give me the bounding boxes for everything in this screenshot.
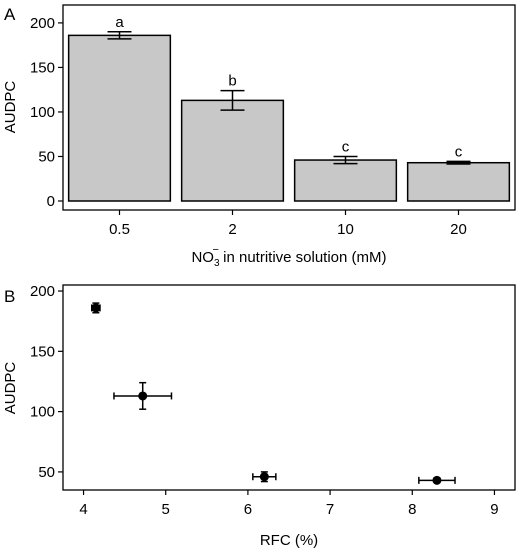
data-point [138, 391, 148, 401]
y-tick-label: 200 [30, 15, 55, 32]
x-tick-label: 8 [408, 501, 416, 518]
x-tick-label: 6 [244, 501, 252, 518]
panel-b-x-axis: 4 5 6 7 8 9 [79, 490, 499, 518]
panel-b-x-axis-title: RFC (%) [260, 532, 318, 549]
x-tick-label: 10 [337, 221, 354, 238]
panel-a-x-axis: 0.5 2 10 20 [109, 210, 467, 238]
x-axis-title-main: NO [191, 249, 214, 266]
x-tick-label: 20 [450, 221, 467, 238]
panel-b-y-axis-title: AUDPC [2, 362, 19, 415]
x-axis-title-superscript: − [213, 244, 219, 256]
y-tick-label: 100 [30, 104, 55, 121]
y-tick-label: 50 [38, 148, 55, 165]
significance-label: c [342, 138, 350, 155]
panel-b-y-axis: 50 100 150 200 [30, 283, 63, 481]
x-axis-title-subscript: 3 [214, 258, 220, 269]
y-tick-label: 100 [30, 404, 55, 421]
x-tick-label: 9 [490, 501, 498, 518]
panel-a-bars: a b c c [67, 14, 511, 202]
x-tick-label: 7 [326, 501, 334, 518]
x-axis-title-rest: in nutritive solution (mM) [219, 249, 387, 266]
panel-a-label: A [4, 5, 16, 24]
y-tick-label: 50 [38, 464, 55, 481]
bar [67, 34, 172, 202]
panel-a: A 0 50 100 150 200 0.5 2 10 20 a b c c AUDPC NO3 − … [2, 4, 516, 269]
bar [180, 99, 285, 202]
panel-b-points [91, 302, 456, 485]
y-tick-label: 0 [47, 193, 55, 210]
significance-label: c [455, 143, 463, 160]
bar [293, 159, 398, 202]
panel-a-y-axis-title: AUDPC [2, 81, 19, 134]
data-point [91, 303, 101, 313]
data-point [259, 472, 269, 482]
y-tick-label: 150 [30, 343, 55, 360]
x-tick-label: 0.5 [109, 221, 130, 238]
panel-a-x-axis-title: NO3 − in nutritive solution (mM) [191, 244, 386, 269]
panel-b-label: B [4, 287, 15, 306]
bar [406, 161, 511, 202]
data-point [432, 475, 442, 485]
panel-a-y-axis: 0 50 100 150 200 [30, 15, 63, 210]
panel-b: B 50 100 150 200 4 5 6 7 8 9 AUDPC RFC (%) [2, 283, 516, 549]
y-tick-label: 150 [30, 59, 55, 76]
significance-label: a [115, 14, 124, 31]
panel-b-plot-frame [62, 284, 516, 491]
panel-a-plot-frame [62, 4, 516, 211]
x-tick-label: 2 [228, 221, 236, 238]
significance-label: b [228, 73, 236, 90]
x-tick-label: 5 [162, 501, 170, 518]
y-tick-label: 200 [30, 283, 55, 300]
x-tick-label: 4 [79, 501, 87, 518]
